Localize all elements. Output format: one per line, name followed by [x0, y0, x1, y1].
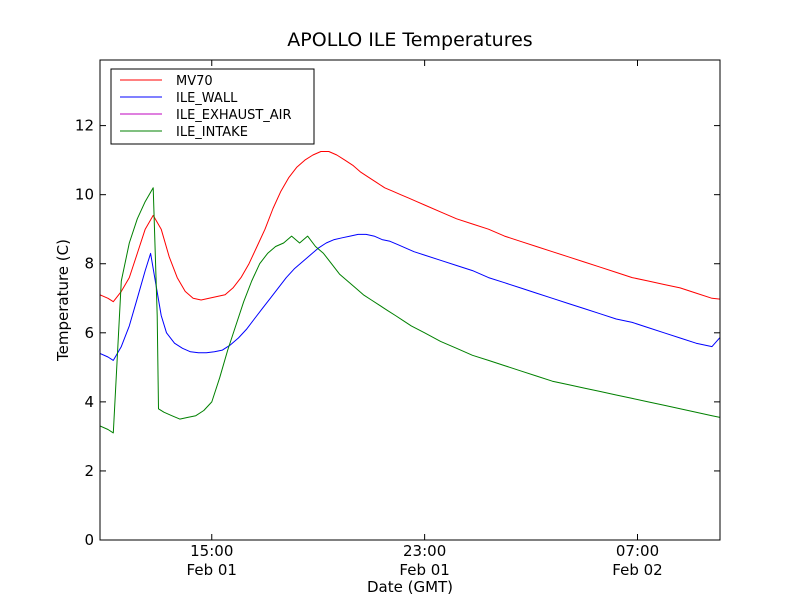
legend-label-0: MV70 [176, 74, 213, 89]
y-axis-label: Temperature (C) [54, 239, 72, 362]
plot-frame [99, 59, 721, 541]
legend-label-1: ILE_WALL [176, 91, 238, 106]
x-axis-label: Date (GMT) [367, 578, 453, 596]
legend-label-2: ILE_EXHAUST_AIR [176, 108, 292, 123]
series-line-1 [100, 233, 720, 361]
series-layer [100, 151, 720, 434]
y-tick-label-5: 10 [75, 186, 94, 204]
chart-title: APOLLO ILE Temperatures [287, 29, 532, 51]
y-tick-label-0: 0 [84, 531, 94, 549]
x-tick-label-2: 07:00 Feb 02 [612, 542, 662, 579]
series-line-3 [100, 187, 720, 434]
x-tick-label-0: 15:00 Feb 01 [187, 542, 237, 579]
y-tick-label-1: 2 [84, 462, 94, 480]
series-line-0 [100, 151, 720, 303]
y-tick-label-3: 6 [84, 324, 94, 342]
y-tick-label-4: 8 [84, 255, 94, 273]
legend: MV70 ILE_WALL ILE_EXHAUST_AIR ILE_INTAKE [110, 68, 315, 145]
y-tick-label-2: 4 [84, 393, 94, 411]
y-tick-label-6: 12 [75, 117, 94, 135]
legend-label-3: ILE_INTAKE [176, 125, 248, 140]
x-tick-label-1: 23:00 Feb 01 [399, 542, 449, 579]
y-axis: 0 2 4 6 8 10 12 [75, 117, 720, 549]
